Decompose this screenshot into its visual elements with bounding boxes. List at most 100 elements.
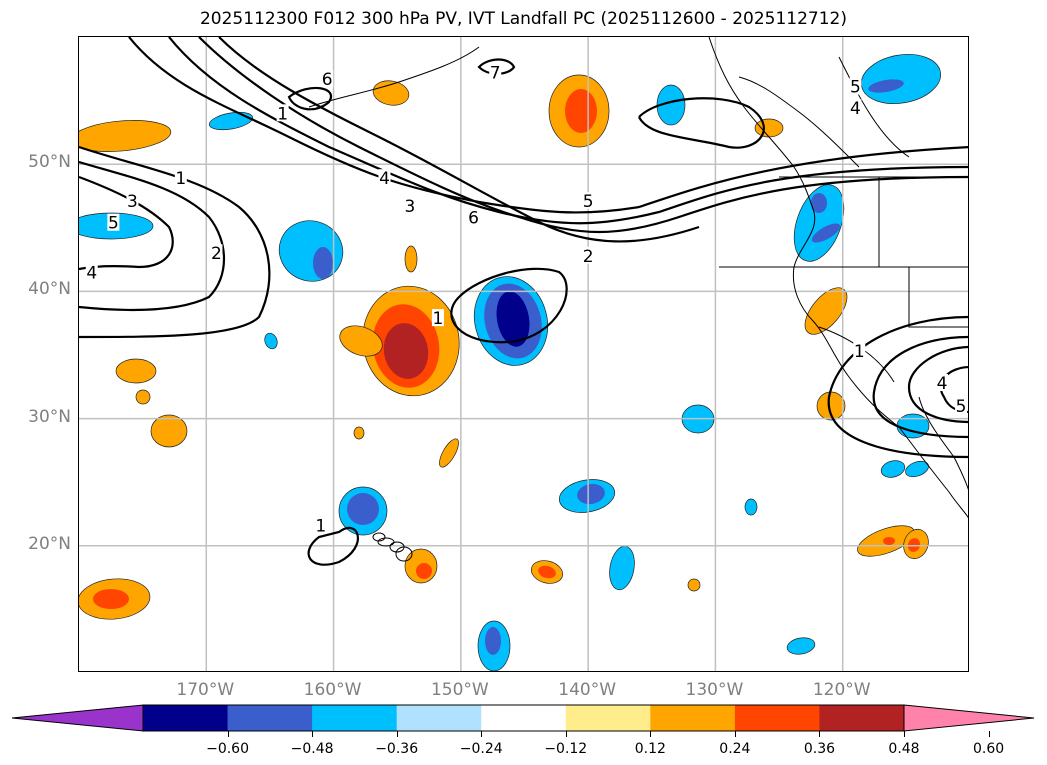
pv-anomaly-region [339,325,383,357]
ivt-contour [218,37,700,243]
pv-anomaly-region [208,111,254,131]
colorbar-segment [312,705,398,731]
colorbar-tick-label: −0.36 [375,741,419,757]
ivt-contour [827,315,968,459]
lat-tick-label: 30°N [28,406,71,427]
lon-tick-label: 170°W [176,680,235,700]
pv-anomaly-region [135,389,151,405]
ivt-contour [450,267,568,344]
ivt-contour [638,97,765,149]
contour-label-bg [210,244,223,262]
coastline [908,267,968,328]
colorbar-segment [734,705,820,731]
contour-label: 1 [315,516,326,536]
pv-anomaly-region [383,323,429,379]
colorbar-tick-label: 0.24 [719,741,751,757]
lat-tick-label: 50°N [28,152,71,173]
contour-label: 5 [583,192,594,212]
pv-anomaly-region [804,287,848,335]
pv-anomaly-region [264,332,278,350]
pv-anomaly-region [538,565,556,579]
island-outline [372,532,386,542]
pv-anomaly-region [313,247,333,279]
pv-anomaly-region [883,537,895,545]
coastline [308,46,480,108]
contour-label: 5 [108,214,119,234]
pv-anomaly-region [744,498,758,516]
lon-tick-label: 140°W [558,680,617,700]
contour-label: 5 [956,397,967,417]
pv-anomaly-region [93,589,129,609]
pv-anomaly-region [905,460,929,478]
lat-tick-label: 20°N [28,533,71,554]
pv-anomaly-region [811,193,827,213]
lon-tick-label: 150°W [430,680,489,700]
colorbar-segment [143,705,229,731]
ivt-contour [198,37,968,234]
contour-label-bg [935,373,948,391]
pv-anomaly-region [278,220,344,282]
colorbar-outline [142,704,905,732]
contour-label: 2 [211,244,222,264]
colorbar-tick-label: 0.36 [803,741,836,757]
coastline [838,56,910,158]
contour-label: 1 [277,104,288,124]
pv-anomaly-region [907,538,921,552]
contour-label-bg [853,342,866,360]
graticule [79,37,968,671]
ivt-contour [79,160,226,312]
colorbar-segment [565,705,651,731]
contour-label-bg [107,213,120,231]
contour-label-bg [85,263,98,281]
contour-label: 4 [86,263,97,283]
ivt-contour [79,145,271,339]
island-outline [377,537,395,547]
pv-anomaly-region [577,483,605,505]
ivt-contour [168,37,968,225]
pv-anomaly-region [880,460,906,478]
pv-anomaly-region [496,291,530,347]
pv-anomaly-region [861,54,941,104]
colorbar-tick-label: 0.48 [888,741,920,757]
contour-label-bg [582,192,595,210]
colorbar-tick-label: −0.24 [459,741,503,757]
contour-label: 4 [850,99,861,119]
colorbar-segment [481,705,567,731]
pv-anomaly-region [150,414,188,448]
chart-title: 2025112300 F012 300 hPa PV, IVT Landfall… [199,9,847,29]
contour-label-bg [849,99,862,117]
lon-tick-label: 130°W [685,680,744,700]
pv-anomaly-fills [79,54,941,671]
colorbar-extend-min [12,704,144,732]
lon-tick-label: 160°W [303,680,362,700]
colorbar-tick-mark [312,731,314,737]
colorbar-tick-mark [650,731,652,737]
lon-tick-label: 120°W [812,680,871,700]
colorbar [12,704,1035,732]
coastline [878,177,968,268]
contour-label-bg [403,197,416,215]
colorbar-tick-mark [904,731,905,737]
contour-label: 1 [854,342,865,362]
pv-anomaly-region [609,545,635,591]
contour-label-bg [582,246,595,264]
colorbar-tick-mark [565,731,567,737]
contour-label: 6 [322,70,333,90]
ivt-contour [907,346,968,424]
pv-anomaly-region [79,120,172,152]
contour-label-bg [276,104,289,122]
pv-anomaly-region [115,358,157,384]
pv-anomaly-region [786,637,816,655]
ivt-contour [128,37,968,214]
contour-label-bg [126,192,139,210]
colorbar-tick-label: 0.60 [972,741,1005,757]
contour-label: 7 [490,64,501,84]
contour-label-bg [467,208,480,226]
colorbar-tick-label: −0.12 [544,741,588,757]
ivt-contour [307,526,359,566]
colorbar-extend-max [903,704,1035,732]
island-outline [395,546,413,562]
